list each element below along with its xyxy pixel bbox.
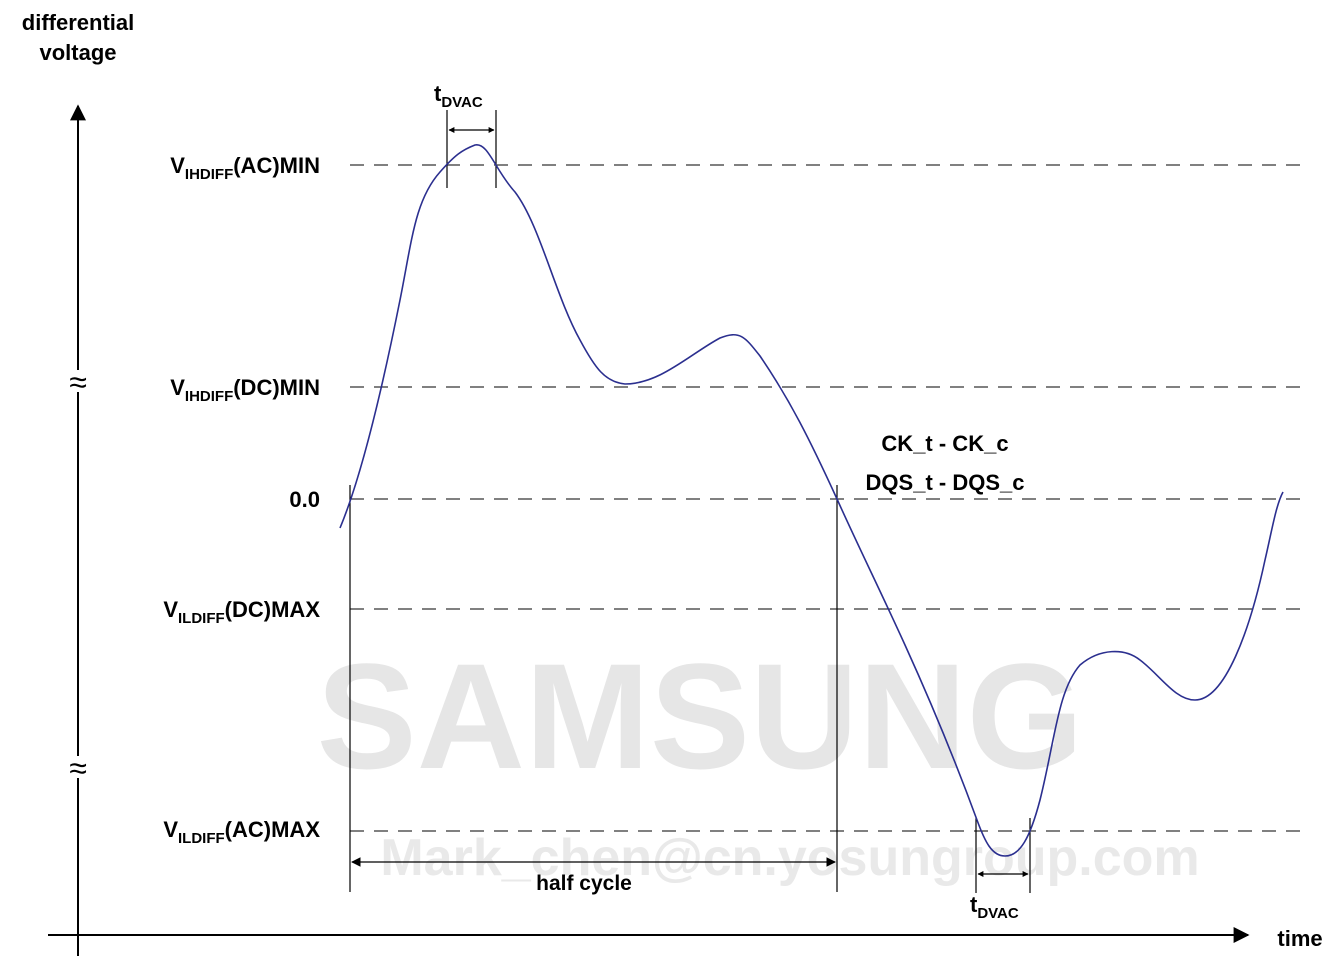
x-axis-label: time: [1277, 926, 1322, 951]
tdvac-top-label: tDVAC: [434, 81, 483, 111]
label-zero: 0.0: [289, 487, 320, 512]
signal-label-ck: CK_t - CK_c: [881, 431, 1008, 456]
label-vildiff-dc-max: VILDIFF(DC)MAX: [163, 597, 320, 627]
tdvac-bottom-label: tDVAC: [970, 892, 1019, 922]
differential-waveform: [339, 144, 1284, 857]
y-axis-label-line1: differential: [22, 10, 134, 35]
axis-break-upper-icon: ≈: [69, 364, 87, 400]
label-vildiff-ac-max: VILDIFF(AC)MAX: [163, 817, 320, 847]
signal-label-dqs: DQS_t - DQS_c: [866, 470, 1025, 495]
label-vihdiff-dc-min: VIHDIFF(DC)MIN: [170, 375, 320, 405]
y-axis-label-line2: voltage: [39, 40, 116, 65]
axis-break-mask-lower: [60, 756, 96, 778]
axis-break-lower-icon: ≈: [69, 750, 87, 786]
watermark-brand: SAMSUNG: [317, 632, 1084, 800]
half-cycle-label: half cycle: [536, 872, 632, 895]
axis-break-mask-upper: [60, 370, 96, 392]
label-vihdiff-ac-min: VIHDIFF(AC)MIN: [170, 153, 320, 183]
watermark-email: Mark_chen@cn.yosungroup.com: [380, 829, 1199, 887]
